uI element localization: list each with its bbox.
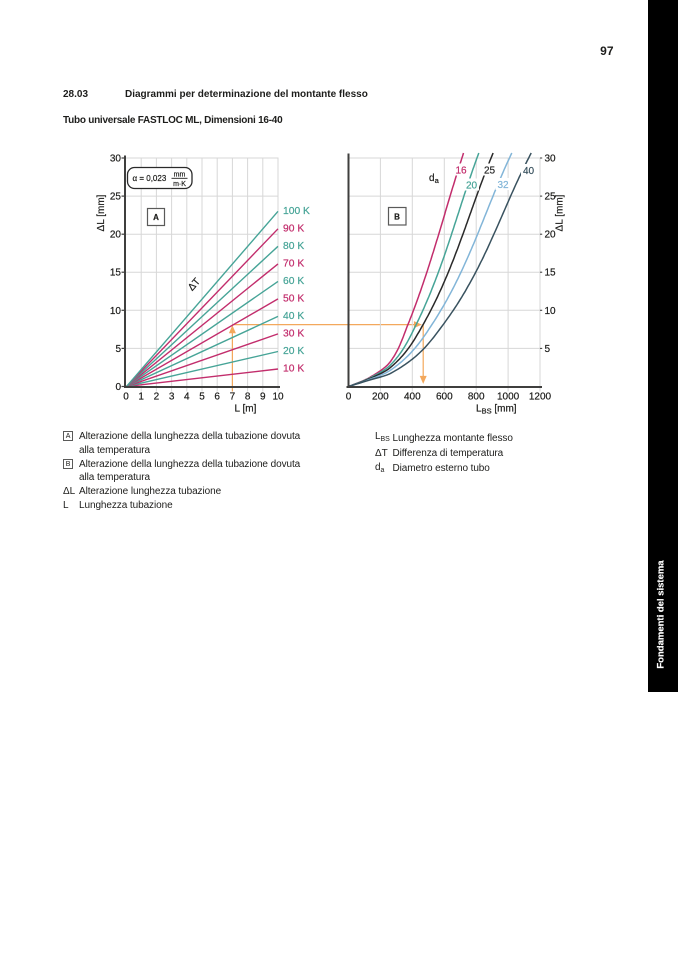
- svg-text:30: 30: [545, 154, 557, 165]
- svg-text:40: 40: [523, 166, 535, 177]
- svg-text:100 K: 100 K: [283, 206, 310, 217]
- svg-text:da: da: [429, 173, 440, 185]
- svg-text:1000: 1000: [497, 392, 520, 403]
- svg-text:ΔL [mm]: ΔL [mm]: [96, 194, 107, 231]
- svg-text:mm: mm: [174, 172, 186, 179]
- svg-text:70 K: 70 K: [283, 258, 304, 269]
- svg-text:10: 10: [545, 306, 557, 317]
- svg-text:ΔL [mm]: ΔL [mm]: [555, 194, 566, 231]
- svg-text:1: 1: [138, 392, 144, 403]
- svg-text:90 K: 90 K: [283, 223, 304, 234]
- svg-text:30 K: 30 K: [283, 328, 304, 339]
- svg-text:B: B: [394, 213, 400, 222]
- svg-text:10: 10: [110, 306, 122, 317]
- svg-text:25: 25: [110, 192, 122, 203]
- svg-text:25: 25: [545, 192, 557, 203]
- svg-text:50 K: 50 K: [283, 293, 304, 304]
- svg-text:15: 15: [545, 268, 557, 279]
- svg-text:600: 600: [436, 392, 453, 403]
- svg-text:L [m]: L [m]: [235, 404, 257, 415]
- svg-text:60 K: 60 K: [283, 276, 304, 287]
- svg-text:15: 15: [110, 268, 122, 279]
- svg-text:1200: 1200: [529, 392, 552, 403]
- svg-text:9: 9: [260, 392, 266, 403]
- svg-text:20: 20: [545, 230, 557, 241]
- svg-text:30: 30: [110, 154, 122, 165]
- svg-text:40 K: 40 K: [283, 311, 304, 322]
- svg-text:5: 5: [199, 392, 205, 403]
- svg-text:0: 0: [346, 392, 352, 403]
- svg-text:25: 25: [484, 166, 496, 177]
- svg-text:m·K: m·K: [173, 181, 186, 188]
- svg-text:20: 20: [110, 230, 122, 241]
- svg-text:20: 20: [466, 181, 478, 192]
- svg-text:α = 0,023: α = 0,023: [133, 174, 167, 183]
- svg-text:10: 10: [272, 392, 284, 403]
- svg-text:800: 800: [468, 392, 485, 403]
- svg-text:5: 5: [545, 344, 551, 355]
- svg-text:4: 4: [184, 392, 190, 403]
- svg-text:16: 16: [455, 166, 467, 177]
- svg-text:10 K: 10 K: [283, 364, 304, 375]
- svg-text:Fondamenti del sistema: Fondamenti del sistema: [656, 560, 667, 669]
- svg-text:20 K: 20 K: [283, 346, 304, 357]
- svg-text:80 K: 80 K: [283, 241, 304, 252]
- svg-text:0: 0: [123, 392, 129, 403]
- svg-text:32: 32: [497, 180, 509, 191]
- svg-text:8: 8: [245, 392, 251, 403]
- svg-text:7: 7: [230, 392, 236, 403]
- svg-text:2: 2: [154, 392, 160, 403]
- svg-text:0: 0: [115, 382, 121, 393]
- svg-text:A: A: [153, 213, 159, 222]
- svg-text:3: 3: [169, 392, 175, 403]
- svg-text:400: 400: [404, 392, 421, 403]
- svg-text:6: 6: [214, 392, 220, 403]
- svg-text:LBS [mm]: LBS [mm]: [476, 404, 517, 416]
- svg-text:ΔT: ΔT: [186, 276, 203, 293]
- svg-text:200: 200: [372, 392, 389, 403]
- svg-text:5: 5: [115, 344, 121, 355]
